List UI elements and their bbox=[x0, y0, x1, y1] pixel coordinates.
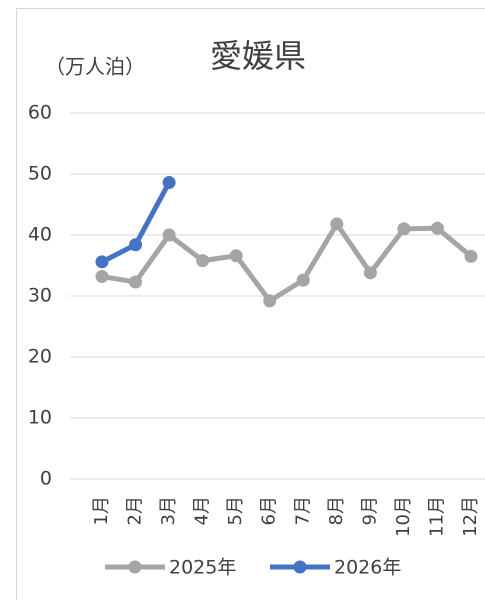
data-point bbox=[431, 222, 444, 235]
data-point bbox=[397, 222, 410, 235]
data-point bbox=[163, 176, 176, 189]
data-point bbox=[297, 274, 310, 287]
legend-marker bbox=[294, 561, 307, 574]
data-point bbox=[129, 275, 142, 288]
x-tick-label: 4月 bbox=[192, 496, 213, 525]
x-tick-label: 6月 bbox=[259, 496, 280, 525]
data-point bbox=[364, 266, 377, 279]
y-tick-label: 60 bbox=[28, 102, 52, 124]
x-tick-label: 8月 bbox=[326, 496, 347, 525]
data-point bbox=[96, 255, 109, 268]
legend-marker bbox=[129, 561, 142, 574]
y-tick-label: 40 bbox=[28, 224, 52, 246]
x-tick-label: 2月 bbox=[125, 496, 146, 525]
y-tick-label: 30 bbox=[28, 285, 52, 307]
chart-border bbox=[17, 9, 485, 601]
data-point bbox=[163, 229, 176, 242]
legend-label: 2026年 bbox=[334, 557, 401, 579]
data-point bbox=[263, 294, 276, 307]
y-axis-label: （万人泊） bbox=[45, 55, 145, 79]
data-point bbox=[330, 218, 343, 231]
x-tick-label: 9月 bbox=[359, 496, 380, 525]
y-tick-label: 0 bbox=[40, 468, 52, 490]
data-point bbox=[196, 254, 209, 267]
legend-label: 2025年 bbox=[169, 557, 236, 579]
data-point bbox=[129, 238, 142, 251]
x-tick-label: 11月 bbox=[426, 496, 447, 537]
y-tick-label: 10 bbox=[28, 407, 52, 429]
x-tick-label: 3月 bbox=[158, 496, 179, 525]
y-tick-label: 20 bbox=[28, 346, 52, 368]
y-tick-label: 50 bbox=[28, 163, 52, 185]
chart-title: 愛媛県 bbox=[210, 37, 306, 75]
x-tick-label: 12月 bbox=[460, 496, 481, 537]
x-tick-label: 10月 bbox=[393, 496, 414, 537]
x-tick-label: 7月 bbox=[292, 496, 313, 525]
x-tick-label: 5月 bbox=[225, 496, 246, 525]
data-point bbox=[96, 270, 109, 283]
data-point bbox=[230, 249, 243, 262]
data-point bbox=[465, 250, 478, 263]
x-tick-label: 1月 bbox=[91, 496, 112, 525]
